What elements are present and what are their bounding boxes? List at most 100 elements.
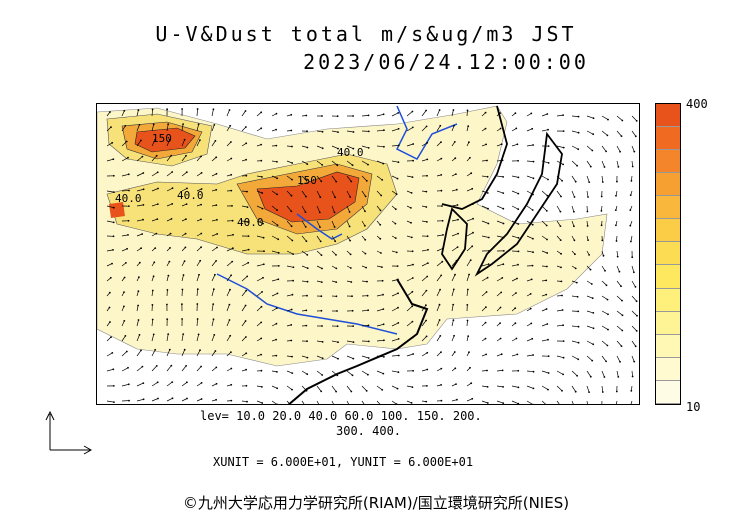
wind-arrowhead [620, 285, 622, 288]
wind-arrow [496, 385, 504, 388]
wind-arrowhead [262, 236, 265, 239]
wind-arrowhead [454, 157, 457, 160]
wind-arrowhead [216, 233, 219, 235]
wind-arrowhead [352, 357, 355, 360]
wind-arrowhead [276, 403, 278, 404]
wind-arrow [286, 205, 292, 212]
wind-arrow [211, 304, 214, 312]
wind-arrow [331, 175, 337, 182]
wind-arrowhead [487, 263, 490, 265]
wind-arrowhead [155, 154, 158, 157]
wind-arrowhead [562, 146, 565, 149]
wind-arrowhead [109, 111, 111, 113]
colorbar-swatch [656, 311, 680, 335]
wind-arrow [406, 337, 413, 342]
wind-arrow [526, 370, 534, 373]
river [296, 213, 343, 240]
wind-arrowhead [606, 134, 609, 137]
wind-arrowhead [351, 295, 353, 298]
wind-arrow [301, 280, 308, 283]
wind-arrow [136, 334, 140, 342]
wind-arrowhead [185, 218, 187, 221]
wind-arrowhead [468, 273, 470, 276]
wind-arrow [571, 400, 574, 404]
wind-arrowhead [471, 187, 474, 190]
wind-arrow [106, 158, 114, 162]
wind-arrowhead [411, 126, 414, 129]
wind-arrowhead [441, 219, 444, 222]
wind-arrow [436, 335, 441, 342]
wind-arrowhead [123, 305, 125, 308]
wind-arrow [436, 351, 442, 357]
wind-arrowhead [214, 140, 217, 142]
wind-arrow [601, 145, 607, 152]
wind-arrowhead [277, 278, 280, 281]
wind-arrowhead [636, 314, 638, 317]
wind-arrowhead [166, 318, 169, 321]
wind-arrowhead [137, 304, 139, 307]
wind-arrow [166, 155, 172, 162]
wind-arrowhead [573, 210, 575, 213]
wind-arrow [331, 190, 336, 198]
wind-arrowhead [245, 126, 247, 128]
wind-arrow [331, 235, 336, 242]
wind-arrowhead [411, 176, 414, 178]
wind-arrowhead [260, 321, 263, 324]
wind-arrow [556, 145, 564, 148]
wind-arrow [166, 275, 169, 282]
wind-arrowhead [306, 130, 308, 133]
wind-arrow [616, 160, 619, 167]
wind-arrow [211, 124, 215, 132]
wind-arrowhead [260, 111, 263, 114]
timestamp: 2023/06/24.12:00:00 [303, 50, 589, 74]
wind-arrowhead [397, 322, 400, 324]
wind-arrowhead [245, 336, 247, 338]
wind-arrow [601, 160, 605, 168]
colorbar-max-label: 400 [686, 97, 708, 111]
wind-arrowhead [560, 266, 562, 269]
wind-arrowhead [410, 402, 413, 404]
wind-arrowhead [200, 172, 203, 174]
wind-arrowhead [379, 209, 382, 212]
colorbar-swatch [656, 380, 680, 404]
wind-arrowhead [395, 403, 398, 404]
wind-arrowhead [470, 382, 473, 385]
wind-arrowhead [364, 252, 367, 255]
wind-arrow [391, 128, 399, 132]
wind-arrow [466, 110, 468, 117]
wind-arrowhead [562, 373, 564, 376]
wind-arrowhead [335, 267, 338, 270]
wind-arrowhead [471, 245, 474, 248]
wind-arrow [331, 340, 339, 343]
wind-arrowhead [181, 303, 183, 306]
wind-arrowhead [200, 218, 202, 221]
wind-arrow [166, 171, 173, 177]
wind-arrow [391, 355, 399, 357]
wind-arrow [391, 307, 399, 312]
wind-arrow [196, 289, 199, 297]
wind-arrowhead [439, 335, 442, 337]
wind-arrowhead [592, 343, 595, 346]
wind-arrowhead [166, 108, 168, 111]
wind-arrowhead [466, 304, 469, 306]
wind-arrow [181, 124, 184, 132]
wind-arrowhead [382, 323, 385, 326]
wind-arrowhead [532, 354, 534, 356]
wind-arrowhead [166, 303, 168, 306]
wind-arrowhead [602, 254, 605, 257]
wind-arrow [301, 265, 308, 269]
wind-arrow [556, 385, 563, 392]
wind-arrowhead [453, 351, 456, 353]
wind-arrow [601, 115, 609, 120]
wind-arrowhead [156, 203, 159, 205]
wind-arrowhead [260, 337, 263, 340]
wind-arrowhead [472, 217, 474, 220]
wind-arrow [211, 233, 218, 237]
wind-arrowhead [348, 211, 351, 213]
wind-arrowhead [547, 128, 549, 131]
wind-arrowhead [485, 353, 487, 356]
wind-arrow [271, 205, 278, 211]
wind-arrow [616, 115, 623, 121]
wind-arrowhead [230, 383, 233, 386]
wind-arrowhead [547, 388, 549, 391]
